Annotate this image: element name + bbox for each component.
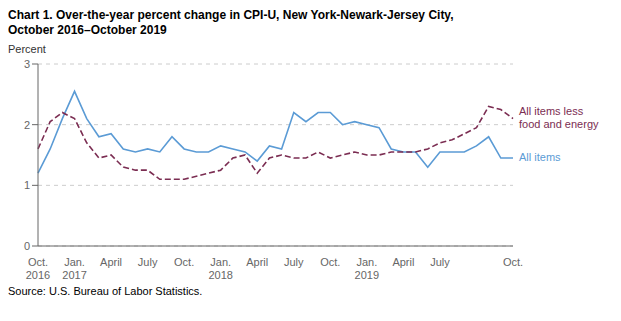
svg-text:All items: All items <box>519 151 561 163</box>
svg-text:April: April <box>246 256 268 268</box>
svg-text:Jan.2019: Jan.2019 <box>355 256 379 281</box>
svg-text:July: July <box>284 256 304 268</box>
html-text:Percent: Percent <box>8 43 46 55</box>
svg-text:Oct.: Oct. <box>320 256 340 268</box>
svg-text:April: April <box>100 256 122 268</box>
svg-text:0: 0 <box>24 240 30 252</box>
svg-text:1: 1 <box>24 179 30 191</box>
svg-text:Jan.2017: Jan.2017 <box>62 256 86 281</box>
html-text:Chart 1. Over-the-year percent: Chart 1. Over-the-year percent change in… <box>8 8 454 22</box>
svg-text:Oct.: Oct. <box>174 256 194 268</box>
svg-text:July: July <box>430 256 450 268</box>
svg-text:Jan.2018: Jan.2018 <box>208 256 232 281</box>
svg-text:July: July <box>138 256 158 268</box>
svg-text:Oct.2016: Oct.2016 <box>26 256 50 281</box>
svg-text:3: 3 <box>24 58 30 70</box>
svg-text:Oct.: Oct. <box>503 256 523 268</box>
svg-text:April: April <box>392 256 414 268</box>
html-text:October 2016–October 2019: October 2016–October 2019 <box>8 23 167 37</box>
html-text:Source: U.S. Bureau of Labor S: Source: U.S. Bureau of Labor Statistics. <box>8 285 203 297</box>
svg-text:2: 2 <box>24 119 30 131</box>
svg-text:All items lessfood and energy: All items lessfood and energy <box>519 105 599 130</box>
